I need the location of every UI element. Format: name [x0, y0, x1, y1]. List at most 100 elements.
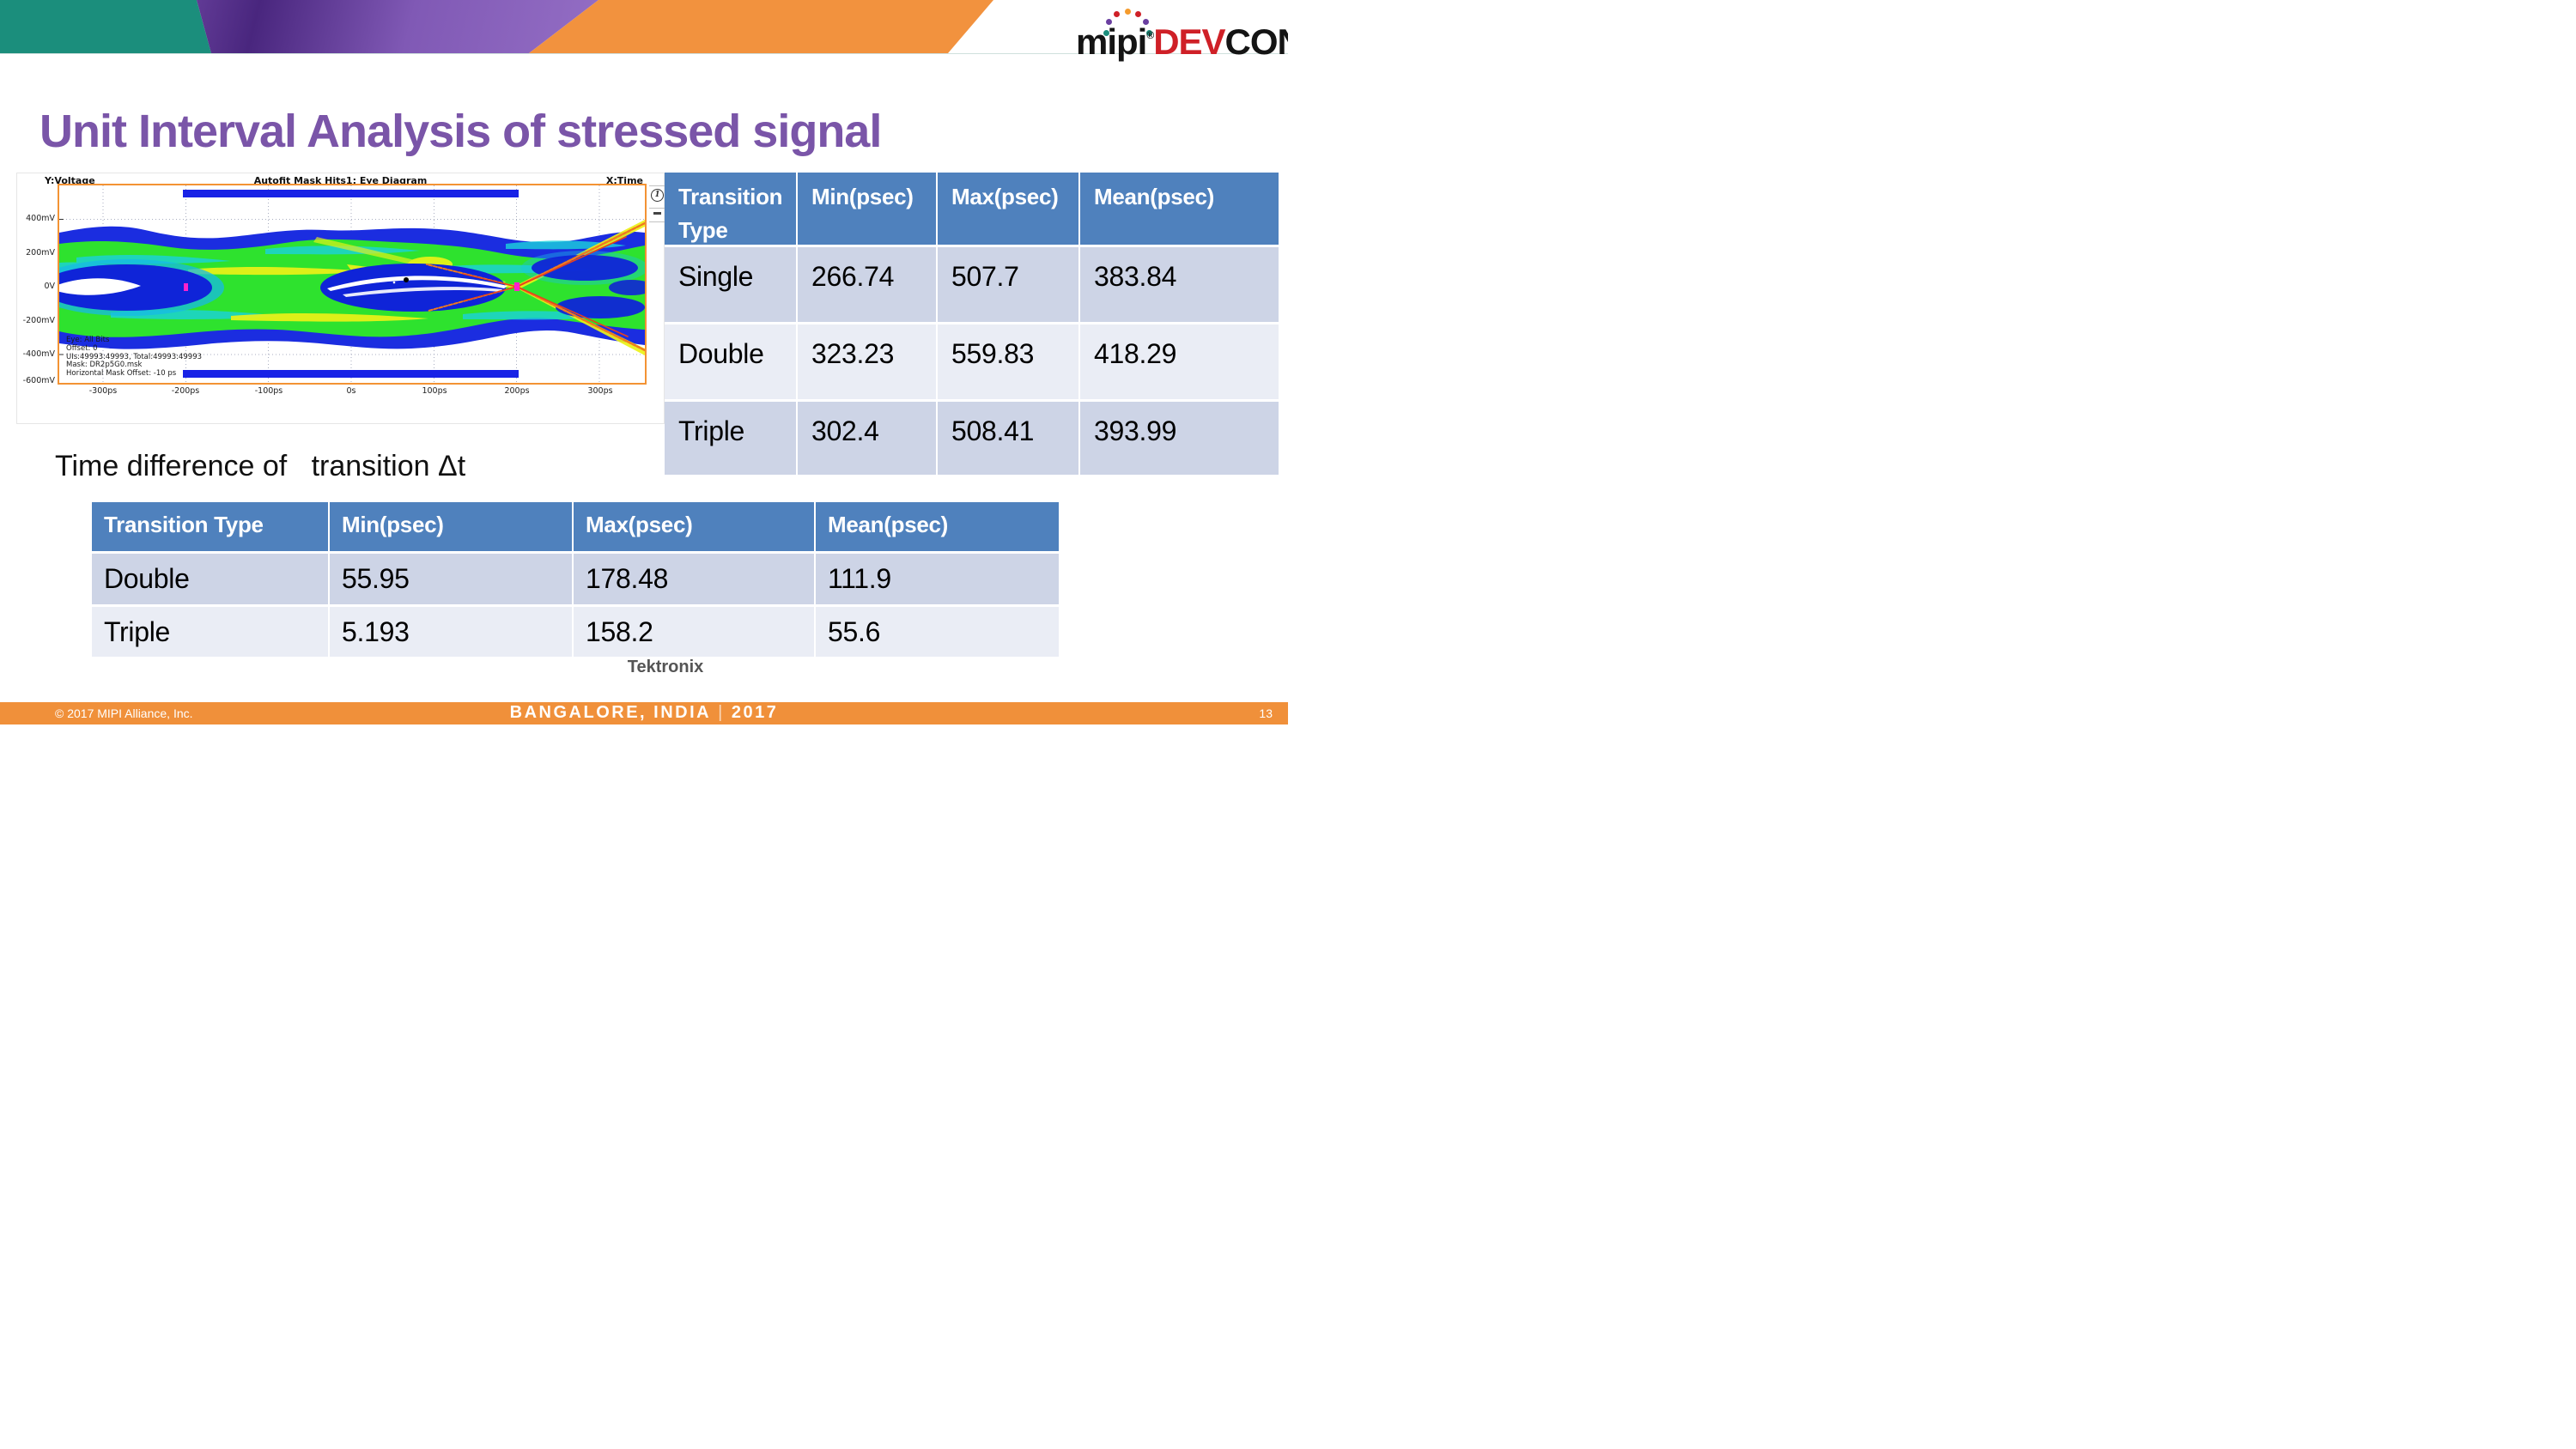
- center-eye-white-sliver-2: [343, 287, 502, 297]
- footer-bar: © 2017 MIPI Alliance, Inc. BANGALORE, IN…: [0, 702, 1288, 724]
- divider: [649, 185, 665, 186]
- banner-underline: [0, 53, 1288, 54]
- y-axis-title: Y:Voltage: [45, 175, 95, 186]
- white-speckles: [362, 280, 396, 285]
- x-tick-label: -200ps: [171, 386, 200, 396]
- divider: [649, 208, 665, 209]
- annotation-line: UIs:49993:49993, Total:49993:49993: [66, 352, 203, 361]
- column-header: Max(psec): [938, 173, 1078, 245]
- table-cell: 393.99: [1080, 402, 1279, 475]
- page-number: 13: [1259, 706, 1273, 720]
- mask-hit-bar-bottom: [183, 370, 519, 378]
- y-tick-label: 400mV: [26, 214, 55, 223]
- annotation-line: Horizontal Mask Offset: -10 ps: [66, 369, 177, 379]
- column-header: Max(psec): [574, 502, 814, 551]
- column-header: Min(psec): [798, 173, 936, 245]
- column-header: Mean(psec): [816, 502, 1059, 551]
- delta-t-table: Transition Type Min(psec) Max(psec) Mean…: [92, 502, 1059, 657]
- right-eye-navy-lower: [556, 296, 645, 318]
- table-cell: 383.84: [1080, 247, 1279, 322]
- left-eye-white-core: [59, 278, 141, 295]
- eye-diagram-waveform: [59, 185, 645, 383]
- table-cell: 266.74: [798, 247, 936, 322]
- table-cell: Double: [665, 324, 796, 399]
- annotation-line: Offset: 0: [66, 343, 98, 353]
- event-location: BANGALORE, INDIA: [509, 703, 712, 722]
- table-cell: 55.95: [330, 554, 572, 604]
- x-tick-label: 200ps: [504, 386, 530, 396]
- logo-mipi-text: mipi: [1076, 21, 1147, 62]
- oscilloscope-screenshot: Autofit Mask Hits1: Eye Diagram Y:Voltag…: [16, 173, 665, 424]
- logo-dev-text: DEV: [1153, 21, 1225, 62]
- top-banner: [0, 0, 1288, 54]
- table-cell: 418.29: [1080, 324, 1279, 399]
- table-cell: 507.7: [938, 247, 1078, 322]
- eye-diagram-title: Autofit Mask Hits1: Eye Diagram: [253, 175, 428, 186]
- eye-annotations: Eye: All Bits Offset: 0 UIs:49993:49993,…: [66, 336, 202, 379]
- y-tick-label: 0V: [44, 282, 55, 291]
- column-header: Mean(psec): [1080, 173, 1279, 245]
- annotation-line: Eye: All Bits: [66, 336, 110, 344]
- center-eye-white-sliver: [327, 276, 507, 291]
- banner-teal-shape: [0, 0, 211, 53]
- mask-marker-left: [184, 283, 188, 291]
- table-cell: 158.2: [574, 607, 814, 657]
- right-eye-navy-mid: [609, 280, 645, 295]
- info-icon[interactable]: 1: [651, 189, 664, 202]
- table-cell: Triple: [92, 607, 328, 657]
- table-cell: 5.193: [330, 607, 572, 657]
- table-cell: Triple: [665, 402, 796, 475]
- column-header: Transition Type: [92, 502, 328, 551]
- annotation-line: Mask: DR2p5G0.msk: [66, 361, 143, 370]
- subtitle: Time difference of transition Δt: [55, 450, 466, 482]
- center-eye-navy: [320, 264, 506, 312]
- copyright-text: © 2017 MIPI Alliance, Inc.: [55, 706, 193, 720]
- y-tick-label: 200mV: [26, 248, 55, 258]
- logo-wordmark: mipi®DEVCON: [1076, 24, 1288, 60]
- x-tick-label: 0s: [346, 386, 356, 396]
- cursor-dot-black: [404, 277, 409, 282]
- table-cell: 178.48: [574, 554, 814, 604]
- event-year: 2017: [731, 703, 779, 722]
- x-tick-label: 100ps: [422, 386, 447, 396]
- slide: mipi®DEVCON Unit Interval Analysis of st…: [0, 0, 1288, 724]
- y-tick-label: -400mV: [22, 349, 55, 359]
- logo-con-text: CON: [1224, 21, 1288, 62]
- table-cell: 302.4: [798, 402, 936, 475]
- logo-arc-dot: [1114, 11, 1120, 17]
- eye-diagram-plot: Eye: All Bits Offset: 0 UIs:49993:49993,…: [58, 184, 647, 385]
- column-header: Transition Type: [665, 173, 796, 245]
- table-cell: 559.83: [938, 324, 1078, 399]
- table-cell: 508.41: [938, 402, 1078, 475]
- table-cell: 111.9: [816, 554, 1059, 604]
- x-tick-label: -300ps: [88, 386, 118, 396]
- y-tick-label: -200mV: [22, 316, 55, 325]
- mask-hit-bar-top: [183, 190, 519, 197]
- minimize-icon[interactable]: [653, 212, 661, 215]
- logo-arc-dot: [1135, 11, 1141, 17]
- logo-arc-dot: [1103, 30, 1109, 36]
- banner-orange-shape: [529, 0, 993, 53]
- table-cell: 323.23: [798, 324, 936, 399]
- banner-purple-shape: [197, 0, 598, 53]
- y-tick-label: -600mV: [22, 376, 55, 385]
- crossing-rays: [426, 221, 645, 352]
- page-title: Unit Interval Analysis of stressed signa…: [39, 106, 882, 158]
- registered-mark: ®: [1146, 29, 1154, 41]
- table-cell: 55.6: [816, 607, 1059, 657]
- logo-arc-dot: [1106, 19, 1112, 25]
- divider: [649, 221, 665, 222]
- table-cell: Double: [92, 554, 328, 604]
- uia-results-table: Transition Type Min(psec) Max(psec) Mean…: [665, 173, 1279, 475]
- mipi-devcon-logo: mipi®DEVCON: [1076, 5, 1288, 65]
- column-header: Min(psec): [330, 502, 572, 551]
- source-label: Tektronix: [627, 658, 704, 676]
- logo-arc-dot: [1125, 9, 1131, 15]
- x-tick-label: -100ps: [254, 386, 283, 396]
- x-tick-label: 300ps: [587, 386, 613, 396]
- right-eye-navy-upper: [532, 255, 638, 281]
- logo-arc-dot: [1146, 30, 1152, 36]
- footer-separator: |: [718, 703, 725, 722]
- event-banner: BANGALORE, INDIA | 2017: [0, 703, 1288, 723]
- mask-marker-center: [514, 282, 519, 291]
